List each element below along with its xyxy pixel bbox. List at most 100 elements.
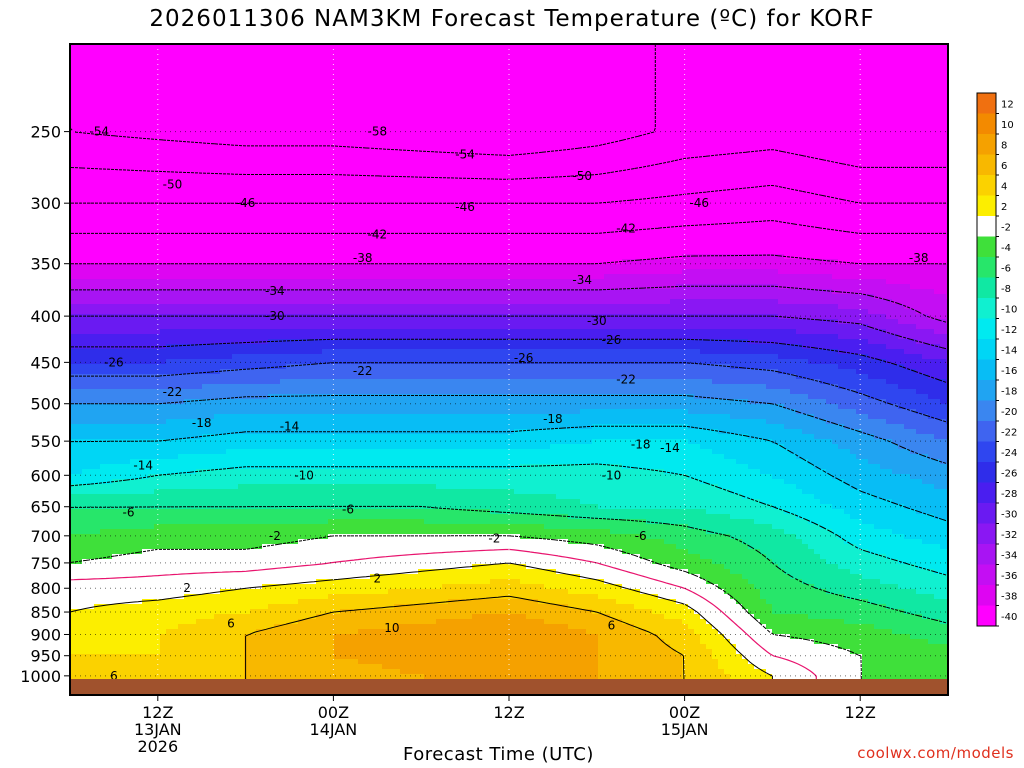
temp-cell — [868, 204, 875, 210]
temp-cell — [136, 189, 143, 195]
temp-cell — [478, 139, 485, 145]
temp-cell — [916, 204, 923, 210]
temp-cell — [208, 174, 215, 180]
temp-cell — [460, 164, 467, 170]
temp-cell — [766, 159, 773, 165]
temp-cell — [916, 74, 923, 80]
temp-cell — [220, 174, 227, 180]
temp-cell — [646, 139, 653, 145]
temp-cell — [712, 79, 719, 85]
temp-cell — [118, 144, 125, 150]
temp-cell — [436, 209, 443, 215]
temp-cell — [550, 189, 557, 195]
temp-cell — [898, 89, 905, 95]
temp-cell — [574, 199, 581, 205]
temp-cell — [436, 99, 443, 105]
temp-cell — [334, 169, 341, 175]
temp-cell — [796, 184, 803, 190]
temp-cell — [316, 134, 323, 140]
temp-cell — [244, 149, 251, 155]
temp-cell — [790, 124, 797, 130]
temp-cell — [892, 134, 899, 140]
temp-cell — [526, 159, 533, 165]
temp-cell — [862, 134, 869, 140]
temp-cell — [340, 169, 347, 175]
temp-cell — [760, 154, 767, 160]
temp-cell — [538, 209, 545, 215]
temp-cell — [196, 189, 203, 195]
temp-cell — [922, 154, 929, 160]
temp-cell — [340, 59, 347, 65]
temp-cell — [430, 144, 437, 150]
temp-cell — [820, 99, 827, 105]
temp-cell — [496, 119, 503, 125]
temp-cell — [352, 199, 359, 205]
temp-cell — [370, 74, 377, 80]
temp-cell — [898, 184, 905, 190]
temp-cell — [220, 199, 227, 205]
temp-cell — [898, 144, 905, 150]
temp-cell — [82, 199, 89, 205]
temp-cell — [598, 179, 605, 185]
temp-cell — [184, 49, 191, 55]
temp-cell — [130, 154, 137, 160]
temp-cell — [148, 179, 155, 185]
temp-cell — [742, 79, 749, 85]
temp-cell — [526, 179, 533, 185]
temp-cell — [238, 179, 245, 185]
temp-cell — [316, 84, 323, 90]
temp-cell — [430, 104, 437, 110]
temp-cell — [814, 164, 821, 170]
temp-cell — [868, 94, 875, 100]
temp-cell — [736, 174, 743, 180]
temp-cell — [832, 164, 839, 170]
temp-cell — [94, 189, 101, 195]
temp-cell — [514, 134, 521, 140]
temp-cell — [406, 154, 413, 160]
temp-cell — [490, 139, 497, 145]
temp-cell — [544, 104, 551, 110]
temp-cell — [796, 69, 803, 75]
temp-cell — [424, 114, 431, 120]
temp-cell — [634, 119, 641, 125]
temp-cell — [94, 94, 101, 100]
temp-cell — [412, 59, 419, 65]
temp-cell — [262, 139, 269, 145]
temp-cell — [226, 179, 233, 185]
temp-cell — [658, 179, 665, 185]
temp-cell — [274, 64, 281, 70]
temp-cell — [946, 199, 953, 205]
temp-cell — [118, 164, 125, 170]
temp-cell — [130, 99, 137, 105]
temp-cell — [724, 114, 731, 120]
temp-cell — [844, 129, 851, 135]
temp-cell — [730, 109, 737, 115]
temp-cell — [220, 89, 227, 95]
temp-cell — [214, 64, 221, 70]
temp-cell — [544, 189, 551, 195]
temp-cell — [478, 119, 485, 125]
temp-cell — [214, 174, 221, 180]
temp-cell — [712, 179, 719, 185]
temp-cell — [880, 64, 887, 70]
temp-cell — [514, 189, 521, 195]
temp-cell — [478, 64, 485, 70]
temp-cell — [730, 154, 737, 160]
temp-cell — [280, 189, 287, 195]
temp-cell — [910, 134, 917, 140]
temp-cell — [664, 199, 671, 205]
temp-cell — [544, 169, 551, 175]
temp-cell — [196, 154, 203, 160]
temp-cell — [766, 204, 773, 210]
temp-cell — [946, 144, 953, 150]
temp-cell — [172, 89, 179, 95]
temp-cell — [142, 139, 149, 145]
temp-cell — [610, 189, 617, 195]
temp-cell — [892, 124, 899, 130]
temp-cell — [838, 74, 845, 80]
temp-cell — [622, 64, 629, 70]
temp-cell — [382, 59, 389, 65]
temp-cell — [460, 124, 467, 130]
temp-cell — [742, 64, 749, 70]
temp-cell — [484, 189, 491, 195]
